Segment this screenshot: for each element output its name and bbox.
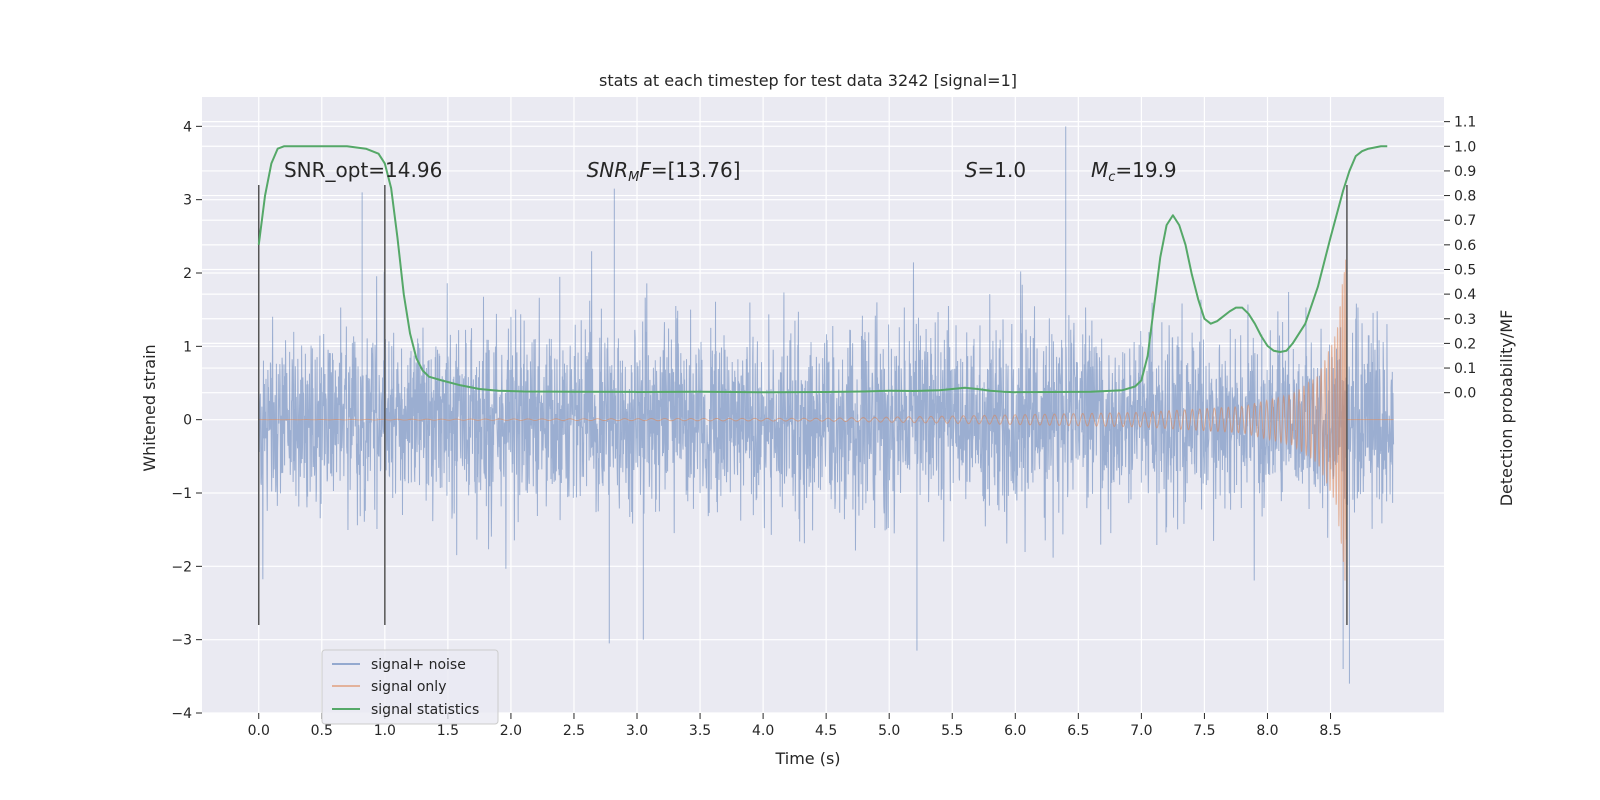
y-tick-label: 0: [183, 413, 192, 429]
x-tick-label: 8.5: [1319, 723, 1341, 739]
y-right-tick-label: 1.1: [1454, 115, 1476, 131]
x-tick-label: 8.0: [1256, 723, 1278, 739]
x-tick-label: 2.0: [500, 723, 522, 739]
x-tick-label: 0.5: [311, 723, 333, 739]
y-tick-label: 3: [183, 193, 192, 209]
legend: signal+ noise signal only signal statist…: [321, 649, 499, 725]
data-area: [257, 126, 1395, 684]
chart-title: stats at each timestep for test data 324…: [599, 71, 1017, 90]
y-tick-label: −1: [171, 486, 192, 502]
x-tick-label: 5.0: [878, 723, 900, 739]
y-right-tick-label: 0.9: [1454, 164, 1476, 180]
x-tick-label: 1.5: [437, 723, 459, 739]
y-right-tick-label: 1.0: [1454, 139, 1476, 155]
x-tick-label: 7.5: [1193, 723, 1215, 739]
y-tick-label: 2: [183, 266, 192, 282]
annotation-1: SNRMF=[13.76]: [587, 158, 741, 185]
x-tick-label: 0.0: [248, 723, 270, 739]
y-axis-label: Whitened strain: [140, 344, 159, 471]
y-tick-label: −4: [171, 706, 192, 722]
series-signal-statistics-line: [257, 145, 1388, 394]
x-tick-label: 6.0: [1004, 723, 1026, 739]
y-right-tick-label: 0.4: [1454, 287, 1476, 303]
legend-entry-signal-only: signal only: [371, 679, 446, 695]
annotation-0: SNR_opt=14.96: [284, 158, 442, 182]
axes: 0.0 0.5 1.0 1.5 2.0 2.5 3.0 3.5 4.0 4.5 5.0 5.5 6.0 6…: [171, 115, 1476, 739]
y-right-tick-label: 0.5: [1454, 262, 1476, 278]
annotation-2: S=1.0: [965, 158, 1026, 182]
y-tick-label: −2: [171, 559, 192, 575]
y-axis-right-label: Detection probability/MF: [1497, 310, 1516, 507]
x-tick-label: 2.5: [563, 723, 585, 739]
x-tick-label: 6.5: [1067, 723, 1089, 739]
annotations: SNR_opt=14.96 SNRMF=[13.76] S=1.0 Mc=19.9: [284, 158, 1177, 185]
x-tick-label: 7.0: [1130, 723, 1152, 739]
x-tick-label: 4.0: [752, 723, 774, 739]
legend-entry-signal-noise: signal+ noise: [371, 657, 466, 673]
x-tick-label: 4.5: [815, 723, 837, 739]
legend-entry-signal-statistics: signal statistics: [371, 702, 479, 718]
y-tick-label: 1: [183, 339, 192, 355]
y-right-tick-label: 0.3: [1454, 312, 1476, 328]
x-tick-label: 5.5: [941, 723, 963, 739]
x-tick-label: 3.0: [626, 723, 648, 739]
y-right-tick-label: 0.8: [1454, 189, 1476, 205]
annotation-3: Mc=19.9: [1091, 158, 1177, 185]
y-tick-label: 4: [183, 119, 192, 135]
x-tick-label: 1.0: [374, 723, 396, 739]
x-axis-label: Time (s): [774, 749, 840, 768]
y-right-tick-label: 0.6: [1454, 238, 1476, 254]
y-right-tick-label: 0.0: [1454, 386, 1476, 402]
series-signal-only-line: [258, 259, 1394, 581]
x-tick-label: 3.5: [689, 723, 711, 739]
y-right-tick-label: 0.1: [1454, 361, 1476, 377]
y-tick-label: −3: [171, 633, 192, 649]
y-right-tick-label: 0.7: [1454, 213, 1476, 229]
legend-box: [321, 649, 499, 725]
y-right-tick-label: 0.2: [1454, 336, 1476, 352]
